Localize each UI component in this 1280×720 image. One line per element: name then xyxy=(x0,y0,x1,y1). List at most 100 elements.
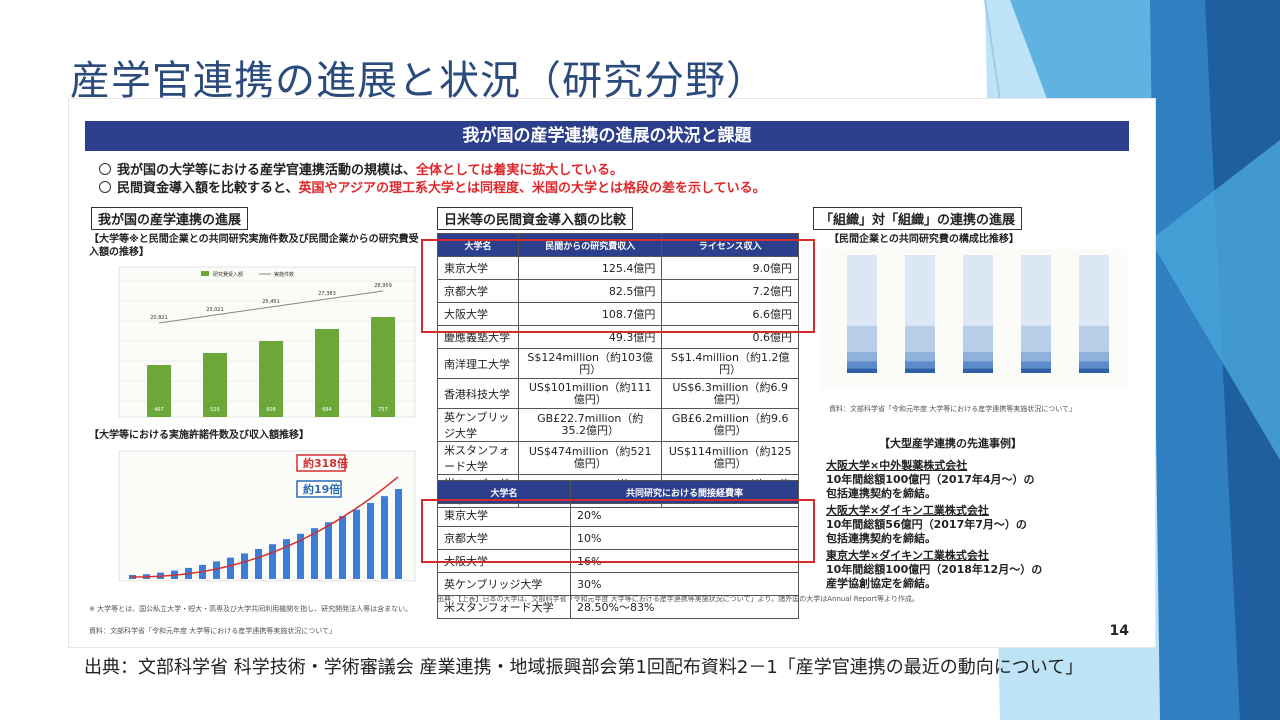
right-section-heading: 「組織」対「組織」の連携の進展 xyxy=(813,207,1023,230)
middle-section-heading: 日米等の民間資金導入額の比較 xyxy=(437,207,634,230)
chart1-bar-label: 467 xyxy=(154,407,164,413)
chart2-bar xyxy=(227,557,234,579)
case-2-line2: 包括連携契約を締結。 xyxy=(826,532,936,545)
cell-univ: 米スタンフォード大学 xyxy=(437,595,571,619)
chart3-segment xyxy=(963,325,993,352)
cell-univ: 大阪大学 xyxy=(436,302,520,326)
cases-title: 【大型産学連携の先進事例】 xyxy=(879,437,1022,450)
table-row: 大阪大学 108.7億円 6.6億円 xyxy=(436,302,799,326)
chart1-count-label: 23,021 xyxy=(206,307,224,313)
cell-rate: 20% xyxy=(570,503,799,527)
left-footnote: ※ 大学等とは、国公私立大学・短大・高専及び大学共同利用機関を指し、研究開発法人… xyxy=(89,605,413,613)
chart3-segment xyxy=(963,255,993,326)
cell-univ: 米スタンフォード大学 xyxy=(436,441,520,475)
table-row: 京都大学 82.5億円 7.2億円 xyxy=(436,279,799,303)
chart1-count-label: 20,821 xyxy=(150,315,168,321)
chart3-segment xyxy=(1079,255,1109,326)
case-3-head: 東京大学×ダイキン工業株式会社 xyxy=(826,549,989,562)
case-2-head: 大阪大学×ダイキン工業株式会社 xyxy=(826,504,989,517)
chart1-bar xyxy=(315,329,339,417)
case-3-line1: 10年間総額100億円（2018年12月～）の xyxy=(826,563,1043,576)
table-row: 米スタンフォード大学 US$474million（約521億円） US$114mil… xyxy=(436,441,799,475)
cell-research: 82.5億円 xyxy=(518,279,663,303)
case-1: 大阪大学×中外製薬株式会社 10年間総額100億円（2017年4月～）の 包括連… xyxy=(826,459,1035,501)
chart3-segment xyxy=(1021,368,1051,373)
chart3-segment xyxy=(905,368,935,373)
chart3-segment xyxy=(1079,351,1109,362)
legend-line-label: 実施件数 xyxy=(274,271,294,278)
chart2-bar xyxy=(297,533,304,579)
cell-license: 9.0億円 xyxy=(661,256,799,280)
bullet-1-highlight: 全体としては着実に拡大している。 xyxy=(416,163,623,178)
bullet-2-text: 民間資金導入額を比較すると、 xyxy=(117,181,299,196)
chart3-title: 【民間企業との共同研究費の構成比推移】 xyxy=(829,234,1019,245)
cell-research: S$124million（約103億円） xyxy=(518,348,663,379)
chart3-segment xyxy=(1079,325,1109,352)
embedded-figure: 我が国の産学連携の進展の状況と課題 我が国の大学等における産学官連携活動の規模は… xyxy=(68,98,1156,648)
chart3-segment xyxy=(1021,351,1051,362)
chart3-segment xyxy=(847,368,877,373)
chart1-count-label: 28,959 xyxy=(374,283,392,289)
chart1-title: 【大学等※と民間企業との共同研究実施件数及び民間企業からの研究費受入額の推移】 xyxy=(89,234,419,258)
chart3 xyxy=(821,249,1127,389)
cell-univ: 京都大学 xyxy=(436,279,520,303)
cell-license: 6.6億円 xyxy=(661,302,799,326)
chart3-segment xyxy=(1021,361,1051,369)
bullet-circle-icon xyxy=(99,181,111,193)
table-row: 米スタンフォード大学 28.50%～83% xyxy=(437,595,799,619)
chart3-segment xyxy=(1079,368,1109,373)
bullet-1: 我が国の大学等における産学官連携活動の規模は、全体としては着実に拡大している。 xyxy=(99,159,623,178)
chart2: 約318倍 約19倍 xyxy=(118,450,416,582)
chart1-bar xyxy=(259,341,283,417)
cell-univ: 東京大学 xyxy=(437,503,571,527)
case-1-head: 大阪大学×中外製薬株式会社 xyxy=(826,459,968,472)
chart3-segment xyxy=(963,368,993,373)
chart3-segment xyxy=(1079,361,1109,369)
chart3-segment xyxy=(963,351,993,362)
chart2-bar xyxy=(241,553,248,579)
left-source: 資料：文部科学省「令和元年度 大学等における産学連携等実施状況について」 xyxy=(89,627,337,635)
chart2-bar xyxy=(283,539,290,579)
chart1-bar-label: 608 xyxy=(266,407,276,413)
legend-bar-label: 研究費受入額 xyxy=(213,271,243,278)
chart1-labels: 467 20,821 526 23,021 608 25,451 684 27,383 757 2… xyxy=(150,283,392,413)
chart3-segment xyxy=(847,255,877,326)
cell-license: 0.6億円 xyxy=(661,325,799,349)
cell-research: GB£22.7million（約35.2億円） xyxy=(518,408,663,442)
chart1-bar-label: 684 xyxy=(322,407,332,413)
highlight-box-japan-funding xyxy=(421,239,815,333)
chart1-bar xyxy=(147,365,171,417)
chart1-bars xyxy=(147,317,395,417)
bullet-1-text: 我が国の大学等における産学官連携活動の規模は、 xyxy=(117,163,417,178)
cell-license: S$1.4million（約1.2億円） xyxy=(661,348,799,379)
table-row: 英ケンブリッジ大学 GB£22.7million（約35.2億円） GB£6.2mi… xyxy=(436,408,799,442)
case-3: 東京大学×ダイキン工業株式会社 10年間総額100億円（2018年12月～）の … xyxy=(826,549,1042,591)
chart3-segment xyxy=(1021,325,1051,352)
chart2-bar xyxy=(339,516,346,579)
chart2-bar xyxy=(353,509,360,579)
chart3-source: 資料：文部科学省「令和元年度 大学等における産学連携等実施状況について」 xyxy=(829,405,1077,413)
case-2: 大阪大学×ダイキン工業株式会社 10年間総額56億円（2017年7月～）の 包括… xyxy=(826,504,1027,546)
case-2-line1: 10年間総額56億円（2017年7月～）の xyxy=(826,518,1027,531)
cell-univ: 英ケンブリッジ大学 xyxy=(437,572,571,596)
callout-19x xyxy=(296,480,342,498)
indirect-cost-table: 大学名 共同研究における間接経費率 東京大学 20% 京都大学 10% 大阪大学 16… xyxy=(437,480,799,619)
legend-bar-swatch xyxy=(201,271,209,276)
chart3-segment xyxy=(905,361,935,369)
chart1-count-label: 27,383 xyxy=(318,291,336,297)
chart1-bar xyxy=(371,317,395,417)
cell-license: US$114million（約125億円） xyxy=(661,441,799,475)
chart2-bar xyxy=(395,489,402,579)
cell-rate: 30% xyxy=(570,572,799,596)
bullet-2-highlight: 英国やアジアの理工系大学とは同程度、米国の大学とは格段の差を示している。 xyxy=(298,181,766,196)
bullet-circle-icon xyxy=(99,163,111,175)
cell-research: US$474million（約521億円） xyxy=(518,441,663,475)
chart2-title: 【大学等における実施許諾件数及び収入額推移】 xyxy=(89,430,309,441)
chart2-bar xyxy=(269,544,276,579)
chart3-segment xyxy=(847,361,877,369)
chart1: 467 20,821 526 23,021 608 25,451 684 27,383 757 2… xyxy=(118,266,416,418)
cell-research: 125.4億円 xyxy=(518,256,663,280)
slide-caption: 出典：文部科学省 科学技術・学術審議会 産業連携・地域振興部会第1回配布資料2－… xyxy=(84,657,1084,678)
cell-research: US$101million（約111億円） xyxy=(518,378,663,409)
case-1-line2: 包括連携契約を締結。 xyxy=(826,487,936,500)
